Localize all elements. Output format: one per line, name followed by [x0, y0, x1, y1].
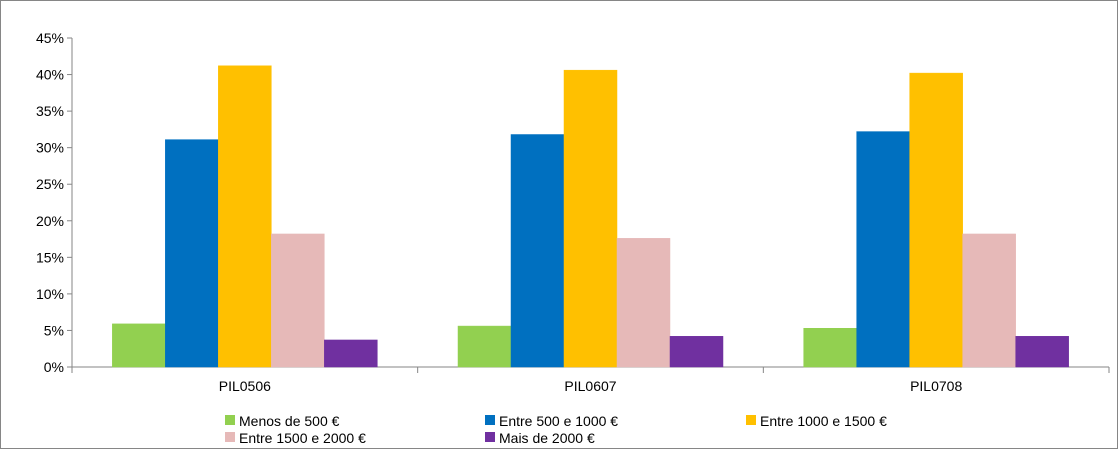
y-tick-label: 40% [36, 67, 64, 83]
legend-swatch [225, 432, 235, 442]
bar [1015, 336, 1069, 368]
y-tick-label: 10% [36, 286, 64, 302]
y-tick-label: 5% [44, 322, 64, 338]
bar [856, 131, 910, 368]
y-tick-label: 30% [36, 140, 64, 156]
y-tick-label: 20% [36, 213, 64, 229]
y-tick-label: 45% [36, 30, 64, 46]
legend-swatch [485, 432, 495, 442]
x-category-label: PIL0708 [910, 378, 962, 394]
legend-swatch [485, 415, 495, 425]
legend-label: Entre 1500 e 2000 € [239, 430, 366, 446]
bar [909, 72, 963, 368]
bar [616, 238, 671, 368]
legend-label: Entre 1000 e 1500 € [760, 413, 887, 429]
legend-swatch [225, 415, 235, 425]
x-category-label: PIL0607 [564, 378, 616, 394]
legend-label: Mais de 2000 € [499, 430, 595, 446]
bar [165, 139, 219, 368]
bar [324, 339, 378, 368]
bar [112, 323, 166, 368]
bar [510, 134, 565, 368]
y-tick-label: 15% [36, 249, 64, 265]
bar [962, 233, 1016, 368]
legend-label: Entre 500 e 1000 € [499, 413, 618, 429]
bar [457, 325, 512, 368]
legend-label: Menos de 500 € [239, 413, 340, 429]
bar [669, 336, 724, 368]
x-category-label: PIL0506 [219, 378, 271, 394]
y-tick-label: 35% [36, 103, 64, 119]
bar [218, 65, 272, 368]
bar [271, 233, 325, 368]
y-tick-label: 25% [36, 176, 64, 192]
bar [563, 69, 618, 368]
legend-swatch [746, 415, 756, 425]
y-tick-label: 0% [44, 359, 64, 375]
bar [803, 328, 857, 368]
